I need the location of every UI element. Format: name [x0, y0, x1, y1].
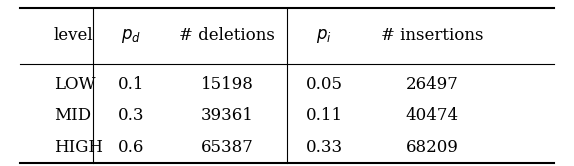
Text: 0.11: 0.11: [305, 107, 343, 124]
Text: 40474: 40474: [405, 107, 459, 124]
Text: 39361: 39361: [201, 107, 254, 124]
Text: LOW: LOW: [54, 76, 95, 93]
Text: $p_i$: $p_i$: [316, 27, 332, 45]
Text: 0.1: 0.1: [118, 76, 144, 93]
Text: # insertions: # insertions: [381, 27, 483, 44]
Text: level: level: [54, 27, 94, 44]
Text: 26497: 26497: [405, 76, 459, 93]
Text: # deletions: # deletions: [180, 27, 276, 44]
Text: 0.33: 0.33: [305, 139, 343, 156]
Text: HIGH: HIGH: [54, 139, 103, 156]
Text: 0.6: 0.6: [118, 139, 144, 156]
Text: 65387: 65387: [201, 139, 254, 156]
Text: 68209: 68209: [405, 139, 459, 156]
Text: 0.3: 0.3: [118, 107, 144, 124]
Text: 15198: 15198: [201, 76, 254, 93]
Text: $p_d$: $p_d$: [121, 27, 141, 45]
Text: MID: MID: [54, 107, 91, 124]
Text: 0.05: 0.05: [305, 76, 343, 93]
